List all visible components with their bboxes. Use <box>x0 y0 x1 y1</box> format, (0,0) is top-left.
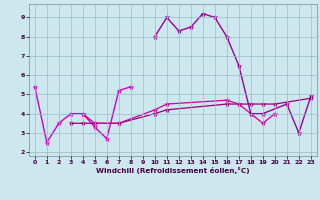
X-axis label: Windchill (Refroidissement éolien,°C): Windchill (Refroidissement éolien,°C) <box>96 167 250 174</box>
